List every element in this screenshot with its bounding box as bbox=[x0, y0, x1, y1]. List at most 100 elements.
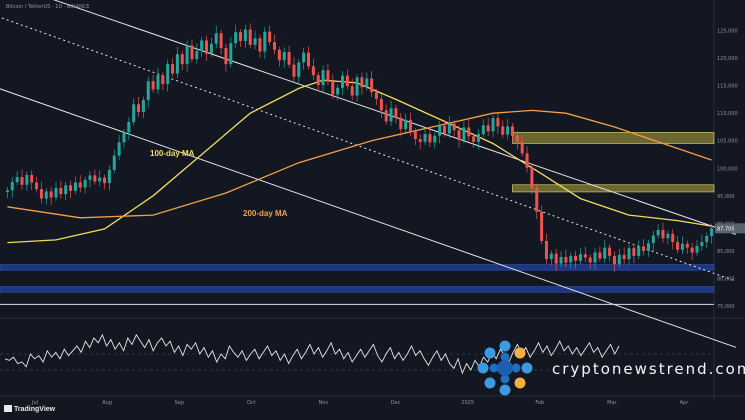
candle-body bbox=[107, 169, 111, 184]
candle bbox=[622, 247, 626, 264]
x-tick-label: Apr bbox=[680, 400, 690, 406]
candle-body bbox=[239, 32, 243, 41]
candle bbox=[506, 118, 510, 140]
candle bbox=[132, 98, 136, 126]
candle bbox=[583, 246, 587, 263]
candle bbox=[467, 120, 471, 141]
candle bbox=[340, 71, 345, 96]
candle bbox=[229, 37, 233, 68]
candle-body bbox=[311, 66, 315, 76]
candle-body bbox=[39, 189, 43, 199]
candle bbox=[5, 186, 9, 199]
candle-body bbox=[268, 31, 272, 43]
x-tick-label: Oct bbox=[247, 400, 256, 406]
candle bbox=[175, 46, 179, 79]
candle bbox=[268, 25, 272, 46]
candle-body bbox=[418, 139, 422, 142]
candle-body bbox=[156, 75, 160, 90]
candle bbox=[10, 177, 14, 198]
channel-middle-line bbox=[0, 16, 737, 282]
candle-body bbox=[510, 126, 514, 136]
candle-body bbox=[399, 117, 403, 130]
candle bbox=[685, 240, 689, 254]
candle bbox=[544, 233, 548, 264]
candle-body bbox=[185, 45, 189, 65]
candle bbox=[185, 40, 189, 72]
candle bbox=[520, 135, 524, 157]
support-zone bbox=[0, 286, 715, 293]
candle-body bbox=[5, 190, 9, 192]
candle-body bbox=[603, 247, 607, 259]
candle-body bbox=[656, 229, 660, 236]
candle bbox=[20, 169, 24, 190]
candle bbox=[263, 26, 267, 59]
logo-center-dot bbox=[497, 360, 513, 376]
logo-dot bbox=[500, 374, 510, 384]
candle-body bbox=[64, 185, 68, 195]
candle bbox=[93, 169, 97, 185]
candle-body bbox=[78, 182, 82, 188]
candle bbox=[205, 35, 209, 62]
x-tick-label: Dec bbox=[391, 400, 401, 406]
candle-body bbox=[98, 177, 102, 182]
candle bbox=[491, 114, 495, 138]
candle-body bbox=[112, 155, 116, 170]
candle bbox=[394, 104, 398, 124]
candle bbox=[574, 251, 578, 269]
candle-body bbox=[408, 119, 412, 132]
tradingview-logo[interactable]: TradingView bbox=[4, 405, 56, 413]
price-label: 87,705 bbox=[717, 226, 735, 232]
candle-body bbox=[540, 211, 544, 241]
candle bbox=[389, 100, 393, 127]
candle-body bbox=[379, 98, 383, 111]
candle bbox=[54, 182, 58, 201]
candle bbox=[117, 134, 121, 161]
candle-body bbox=[209, 43, 213, 54]
watermark-text: cryptonewstrend.com bbox=[552, 360, 745, 378]
candle-body bbox=[69, 185, 73, 191]
candle-body bbox=[646, 243, 650, 251]
candle-body bbox=[345, 75, 349, 87]
candle-body bbox=[472, 136, 476, 142]
candle-body bbox=[200, 40, 204, 51]
candle-body bbox=[49, 191, 53, 198]
candle-body bbox=[438, 125, 442, 136]
candle bbox=[326, 64, 330, 86]
candle-body bbox=[224, 48, 228, 65]
candle bbox=[442, 119, 446, 137]
candle bbox=[209, 37, 213, 57]
candle bbox=[98, 170, 102, 187]
candle-body bbox=[491, 118, 495, 132]
candle bbox=[549, 250, 553, 266]
y-tick-label: 100,000 bbox=[717, 166, 738, 172]
candle bbox=[273, 34, 277, 55]
candle-body bbox=[651, 235, 655, 244]
candle-body bbox=[365, 78, 369, 88]
candle-body bbox=[219, 33, 223, 49]
x-tick-label: Sep bbox=[175, 400, 184, 406]
candle-body bbox=[428, 134, 432, 143]
candle-body bbox=[593, 252, 597, 263]
symbol-header: Bitcoin / TetherUS · 1D · BINANCE bbox=[6, 4, 89, 10]
candle bbox=[311, 58, 315, 80]
candle-body bbox=[30, 174, 34, 183]
logo-dot bbox=[514, 347, 526, 359]
candle bbox=[112, 149, 116, 174]
x-tick-label: 2025 bbox=[461, 400, 474, 406]
candle bbox=[345, 69, 349, 90]
candle bbox=[44, 188, 48, 205]
y-tick-label: 125,000 bbox=[717, 29, 738, 35]
candle bbox=[370, 71, 374, 97]
candle-body bbox=[151, 81, 155, 90]
candle bbox=[127, 117, 131, 140]
candle-body bbox=[44, 191, 48, 199]
candle bbox=[277, 46, 281, 67]
candle bbox=[457, 125, 461, 148]
candle bbox=[137, 96, 141, 117]
candle bbox=[146, 76, 150, 108]
candle bbox=[166, 59, 170, 92]
candle bbox=[642, 239, 646, 256]
candle bbox=[671, 229, 675, 250]
candle-body bbox=[321, 70, 325, 86]
y-tick-label: 85,000 bbox=[717, 249, 735, 255]
